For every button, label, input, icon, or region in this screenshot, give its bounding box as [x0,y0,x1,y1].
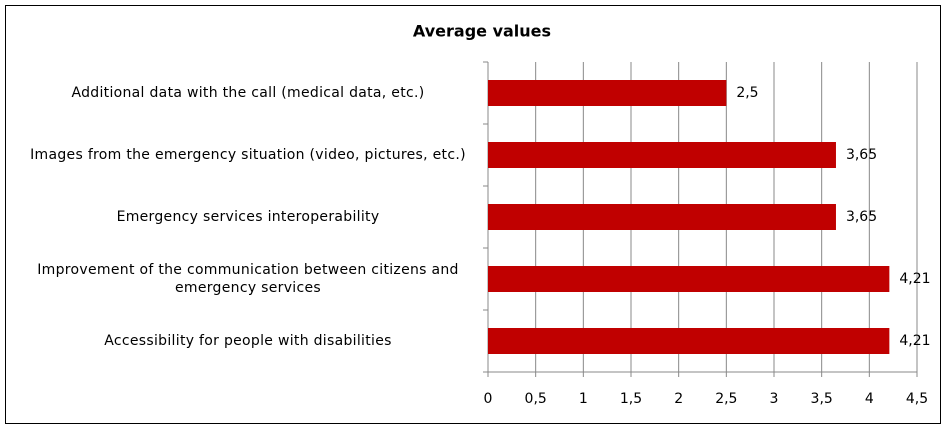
x-tick-label: 4 [865,391,874,407]
data-label: 2,5 [736,85,758,101]
x-tick-label: 1,5 [620,391,642,407]
bar [488,266,890,292]
y-tick-label: Additional data with the call (medical d… [71,85,425,101]
y-tick-label: Improvement of the communication between… [37,262,459,296]
y-tick-label: Accessibility for people with disabiliti… [104,333,392,349]
x-tick-label: 0 [484,391,493,407]
y-tick-label: Emergency services interoperability [116,209,380,225]
data-label: 3,65 [846,209,877,225]
bar [488,142,836,168]
x-tick-label: 1 [579,391,588,407]
x-tick-label: 4,5 [906,391,928,407]
bar [488,328,890,354]
data-label: 4,21 [899,333,930,349]
x-tick-label: 2,5 [715,391,737,407]
x-tick-label: 2 [674,391,683,407]
y-tick-label: Images from the emergency situation (vid… [30,147,466,163]
x-tick-label: 0,5 [525,391,547,407]
data-label: 3,65 [846,147,877,163]
chart-title: Average values [413,22,551,41]
bar [488,204,836,230]
bar [488,80,727,106]
x-tick-label: 3 [770,391,779,407]
x-tick-label: 3,5 [811,391,833,407]
data-label: 4,21 [899,271,930,287]
